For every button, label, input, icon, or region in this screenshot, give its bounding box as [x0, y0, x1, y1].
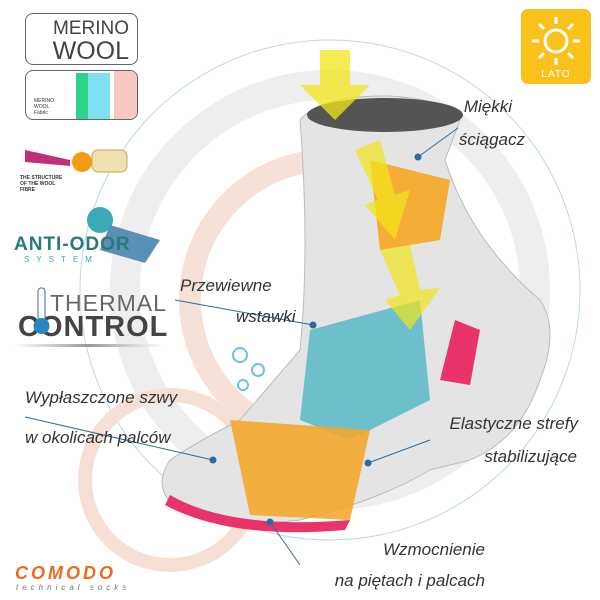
season-label: LATO	[541, 69, 571, 80]
anti-odor-title: ANTI-ODOR	[14, 234, 131, 255]
feature-3-line2: w okolicach palców	[25, 428, 171, 447]
feature-1-line2: ściągacz	[458, 130, 525, 149]
sock	[161, 50, 551, 533]
merino-wool-badge: MERINO WOOL	[25, 13, 138, 65]
wool-fibre-icon	[25, 149, 128, 173]
anti-odor-subtitle: SYSTEM	[24, 255, 99, 264]
feature-1-line1: Miękki	[463, 97, 512, 116]
feature-4-line1: Elastyczne strefy	[449, 414, 579, 433]
brand-tagline: technical socks	[16, 583, 131, 592]
wool-fibre-caption: THE STRUCTURE OF THE WOOL FIBRE	[20, 175, 63, 193]
moisture-layer	[88, 73, 110, 119]
feature-4-line2: stabilizujące	[484, 447, 577, 466]
brand-logo: COMODO	[15, 563, 116, 583]
feature-5-line2: na piętach i palcach	[334, 571, 485, 590]
feature-3-line1: Wypłaszczone szwy	[25, 388, 178, 407]
feature-2-line1: Przewiewne	[180, 276, 272, 295]
thermal-underline	[14, 344, 164, 347]
merino-fabric-diagram: MERINO WOOL Fabric	[25, 70, 138, 120]
feature-5-line1: Wzmocnienie	[382, 540, 485, 559]
fabric-caption: MERINO WOOL Fabric	[34, 98, 54, 116]
feature-2-line2: wstawki	[236, 307, 296, 326]
skin-layer	[114, 71, 137, 119]
anti-odor-icon	[87, 207, 160, 263]
sun-icon	[532, 17, 580, 65]
wool-title: WOOL	[52, 37, 129, 65]
merino-title: MERINO	[53, 18, 129, 39]
fabric-layer	[76, 73, 88, 119]
thermal-title: THERMAL	[50, 290, 167, 316]
summer-badge: LATO	[521, 9, 591, 84]
thermometer-icon	[33, 287, 50, 334]
callout-lines	[24, 127, 459, 566]
